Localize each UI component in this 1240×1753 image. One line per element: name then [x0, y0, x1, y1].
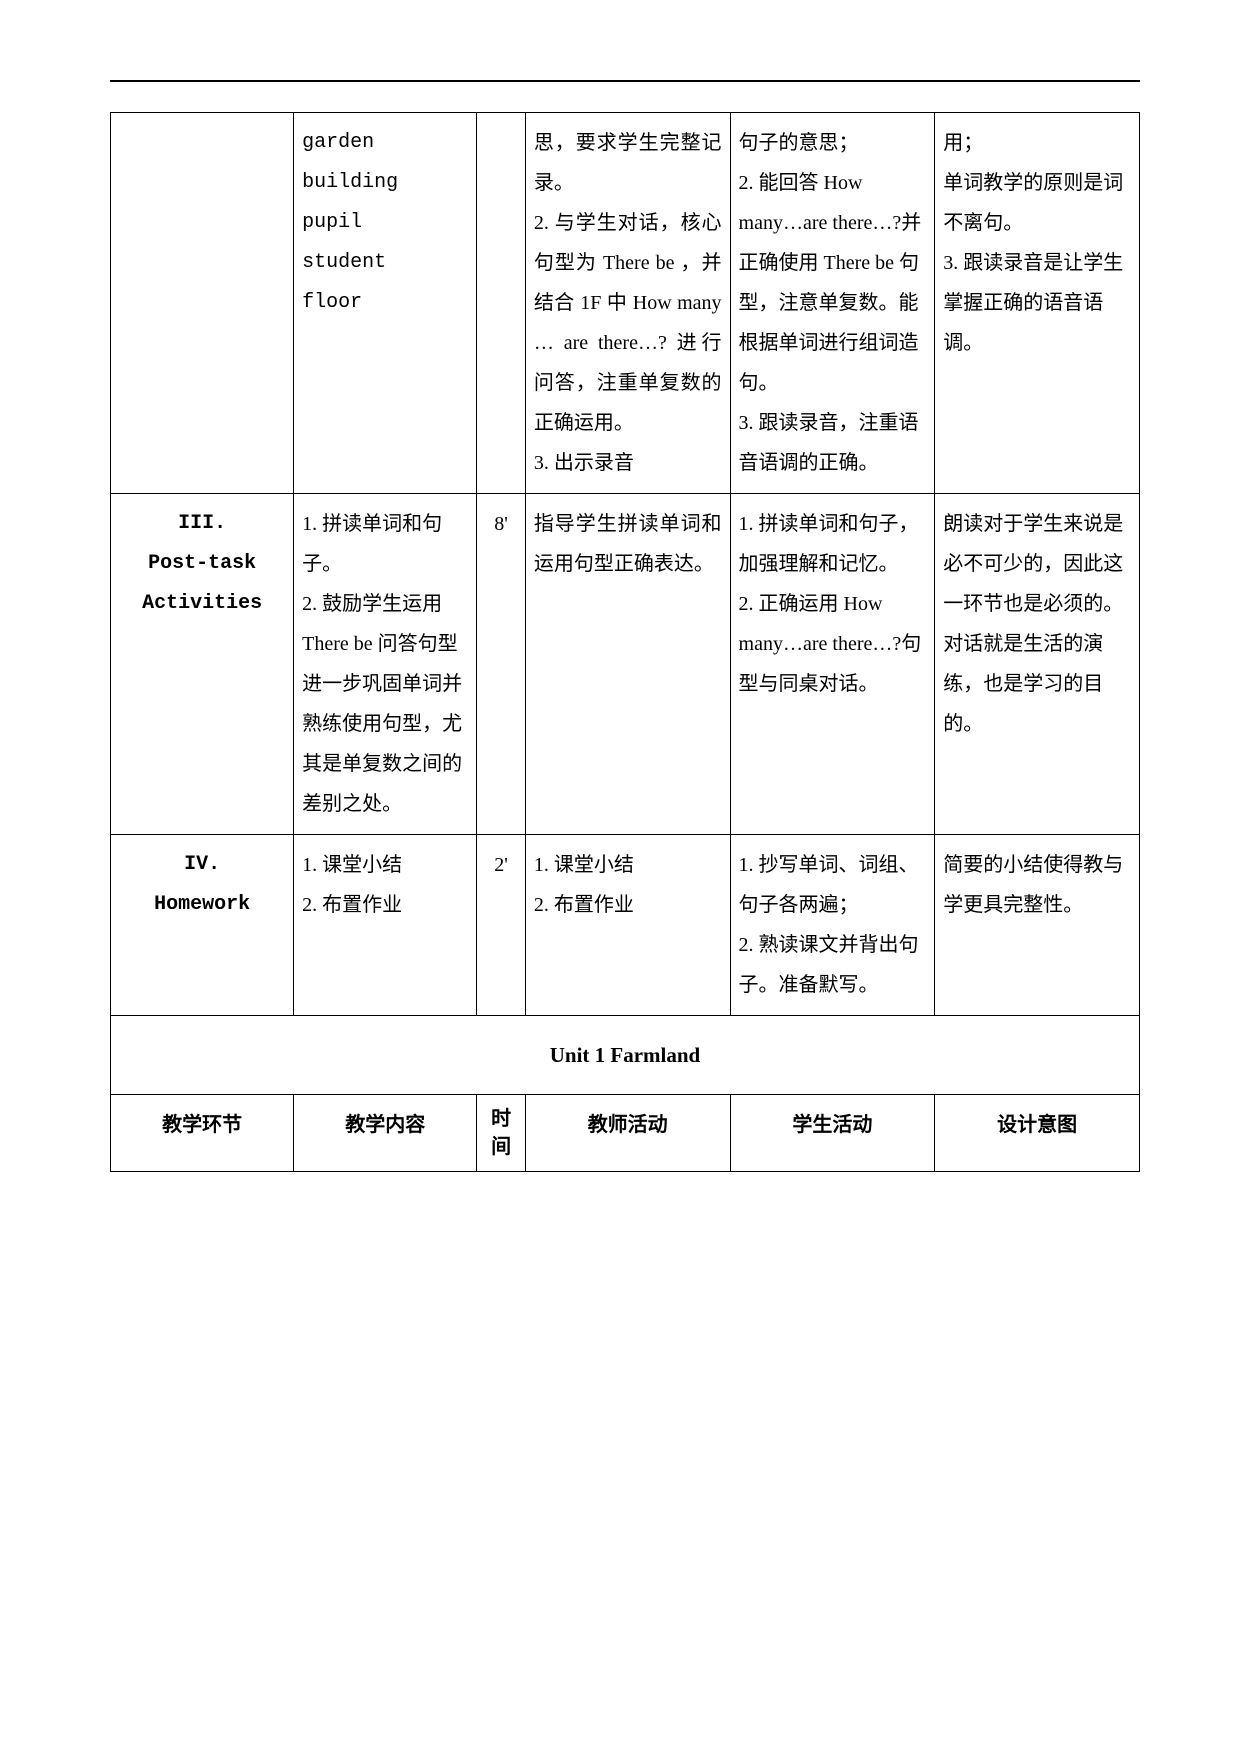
cell-student-row2: 1. 拼读单词和句子，加强理解和记忆。 2. 正确运用 How many…are…: [730, 494, 935, 835]
header-content: 教学内容: [294, 1095, 477, 1172]
header-purpose: 设计意图: [935, 1095, 1140, 1172]
cell-content-row2: 1. 拼读单词和句子。 2. 鼓励学生运用 There be 问答句型进一步巩固…: [294, 494, 477, 835]
cell-student-row1: 句子的意思； 2. 能回答 How many…are there…?并正确使用 …: [730, 113, 935, 494]
cell-time-row3: 2': [477, 835, 525, 1016]
cell-student-row3: 1. 抄写单词、词组、句子各两遍； 2. 熟读课文并背出句子。准备默写。: [730, 835, 935, 1016]
cell-teacher-row1: 思，要求学生完整记录。 2. 与学生对话，核心句型为 There be ，并结合…: [525, 113, 730, 494]
cell-stage-row3: IV. Homework: [111, 835, 294, 1016]
page-container: garden building pupil student floor 思，要求…: [0, 0, 1240, 1232]
header-time: 时间: [477, 1095, 525, 1172]
top-rule: [110, 80, 1140, 82]
header-stage: 教学环节: [111, 1095, 294, 1172]
cell-content-row1: garden building pupil student floor: [294, 113, 477, 494]
section-title-cell: Unit 1 Farmland: [111, 1016, 1140, 1095]
cell-stage-row1: [111, 113, 294, 494]
header-student: 学生活动: [730, 1095, 935, 1172]
section-title-row: Unit 1 Farmland: [111, 1016, 1140, 1095]
cell-teacher-row2: 指导学生拼读单词和运用句型正确表达。: [525, 494, 730, 835]
cell-purpose-row3: 简要的小结使得教与学更具完整性。: [935, 835, 1140, 1016]
table-row: garden building pupil student floor 思，要求…: [111, 113, 1140, 494]
cell-content-row3: 1. 课堂小结 2. 布置作业: [294, 835, 477, 1016]
cell-time-row2: 8': [477, 494, 525, 835]
cell-teacher-row3: 1. 课堂小结 2. 布置作业: [525, 835, 730, 1016]
table-row: III. Post-task Activities 1. 拼读单词和句子。 2.…: [111, 494, 1140, 835]
cell-purpose-row2: 朗读对于学生来说是必不可少的，因此这一环节也是必须的。 对话就是生活的演练，也是…: [935, 494, 1140, 835]
header-row: 教学环节 教学内容 时间 教师活动 学生活动 设计意图: [111, 1095, 1140, 1172]
cell-purpose-row1: 用； 单词教学的原则是词不离句。 3. 跟读录音是让学生掌握正确的语音语调。: [935, 113, 1140, 494]
table-row: IV. Homework 1. 课堂小结 2. 布置作业 2' 1. 课堂小结 …: [111, 835, 1140, 1016]
cell-stage-row2: III. Post-task Activities: [111, 494, 294, 835]
header-teacher: 教师活动: [525, 1095, 730, 1172]
cell-time-row1: [477, 113, 525, 494]
lesson-plan-table: garden building pupil student floor 思，要求…: [110, 112, 1140, 1172]
